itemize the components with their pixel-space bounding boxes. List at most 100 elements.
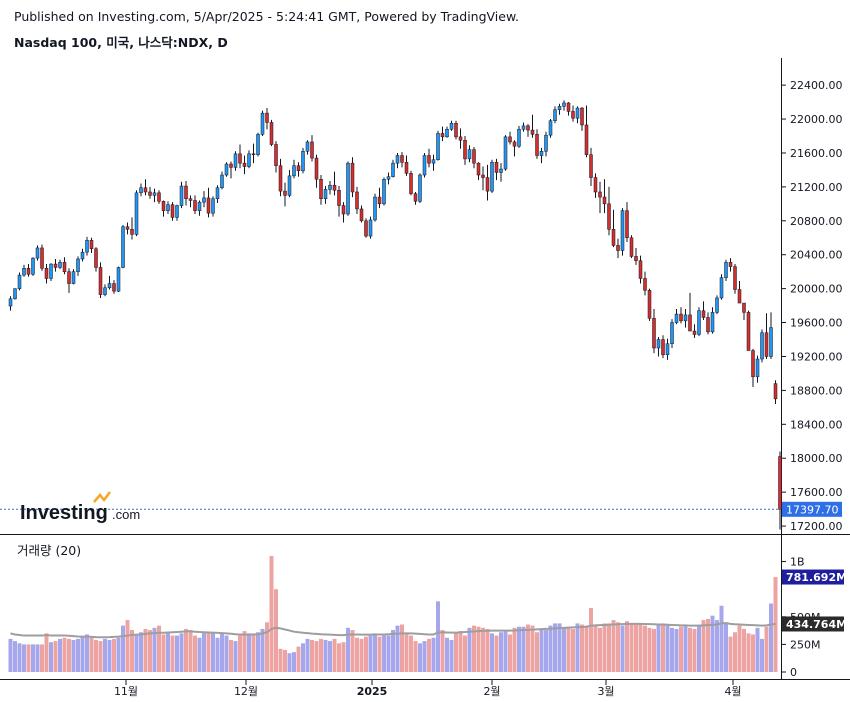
candle — [364, 218, 368, 238]
volume-bar — [553, 623, 557, 672]
volume-bar — [328, 641, 332, 672]
volume-bar — [58, 638, 62, 672]
volume-bar — [359, 638, 364, 672]
volume-bar — [269, 556, 274, 672]
volume-bar — [634, 624, 638, 672]
candle — [490, 159, 494, 193]
volume-bar — [670, 627, 674, 672]
volume-bar — [319, 638, 323, 672]
volume-bar — [616, 622, 620, 672]
candle — [530, 114, 535, 138]
volume-bar — [332, 638, 337, 672]
volume-bar — [373, 633, 377, 672]
candle — [202, 191, 206, 208]
candle — [346, 161, 350, 216]
candle — [508, 131, 512, 145]
volume-bar — [89, 637, 94, 672]
volume-bar — [755, 627, 760, 672]
volume-ma-badge: 434.764M — [782, 616, 847, 632]
candle — [233, 151, 238, 171]
candle — [85, 236, 89, 256]
volume-bar — [22, 644, 26, 672]
volume-bar — [674, 628, 679, 672]
candle — [310, 135, 314, 162]
volume-bar — [539, 628, 544, 672]
volume-bar — [17, 643, 22, 672]
candle — [229, 161, 233, 179]
candle — [449, 120, 454, 131]
candle — [58, 259, 62, 270]
candle — [103, 284, 107, 297]
candle — [742, 302, 746, 321]
candle — [332, 171, 337, 196]
candle — [26, 264, 31, 277]
candle — [517, 125, 521, 148]
volume-bar — [548, 625, 553, 672]
volume-bar — [728, 636, 733, 672]
candle — [341, 202, 346, 223]
candle — [377, 187, 382, 209]
volume-bar — [652, 628, 656, 672]
volume-bar — [242, 631, 247, 672]
candle — [328, 180, 332, 195]
volume-bar — [305, 638, 310, 672]
volume-bar — [422, 641, 427, 672]
candle — [503, 135, 508, 171]
volume-bar — [571, 628, 575, 672]
candle — [494, 158, 499, 181]
candle — [755, 355, 760, 383]
volume-bar — [526, 624, 530, 672]
candle — [292, 159, 296, 179]
volume-bar — [494, 635, 499, 672]
volume-bar — [733, 632, 737, 672]
candle — [256, 132, 260, 157]
symbol-title: Nasdaq 100, 미국, 나스닥:NDX, D — [14, 35, 228, 50]
price-axis: 17200.00 17600.00 18000.00 18400.00 18800.00… — [781, 79, 843, 533]
volume-bar — [238, 635, 242, 672]
volume-bar — [512, 627, 517, 672]
candle — [355, 186, 359, 215]
candle — [170, 202, 175, 221]
price-tick-label: 20000.00 — [790, 283, 843, 296]
price-tick-label: 20800.00 — [790, 215, 843, 228]
volume-bar — [278, 648, 283, 672]
candle — [746, 310, 751, 351]
volume-tick-label: 1B — [790, 556, 805, 569]
volume-bar — [499, 632, 503, 672]
volume-bar — [170, 635, 175, 672]
volume-bar — [53, 641, 58, 672]
volume-bar — [584, 625, 589, 672]
candle — [575, 106, 580, 124]
candle — [616, 238, 620, 259]
candle — [589, 147, 593, 187]
candle — [737, 281, 742, 304]
candle — [688, 292, 692, 332]
time-tick-label: 3월 — [597, 685, 614, 698]
candle — [211, 196, 215, 217]
candle — [71, 269, 76, 285]
price-tick-label: 21600.00 — [790, 147, 843, 160]
candle — [269, 119, 274, 147]
candle — [242, 155, 247, 175]
candle — [125, 222, 130, 235]
volume-bar — [193, 635, 197, 672]
volume-bar — [481, 627, 485, 672]
candle — [454, 120, 458, 140]
volume-bar — [143, 628, 148, 672]
volume-value-label: 781.692M — [786, 571, 847, 584]
candle — [121, 225, 125, 269]
candle — [35, 245, 40, 261]
candle — [661, 335, 665, 359]
candle — [620, 208, 625, 256]
candle — [22, 264, 26, 277]
volume-bar — [467, 627, 472, 672]
candle — [251, 143, 256, 164]
volume-bar — [737, 625, 742, 672]
candle — [634, 247, 638, 265]
volume-bar — [620, 625, 625, 672]
candle — [373, 193, 377, 222]
candle — [157, 190, 161, 204]
candle — [584, 105, 589, 158]
candle — [80, 248, 85, 262]
